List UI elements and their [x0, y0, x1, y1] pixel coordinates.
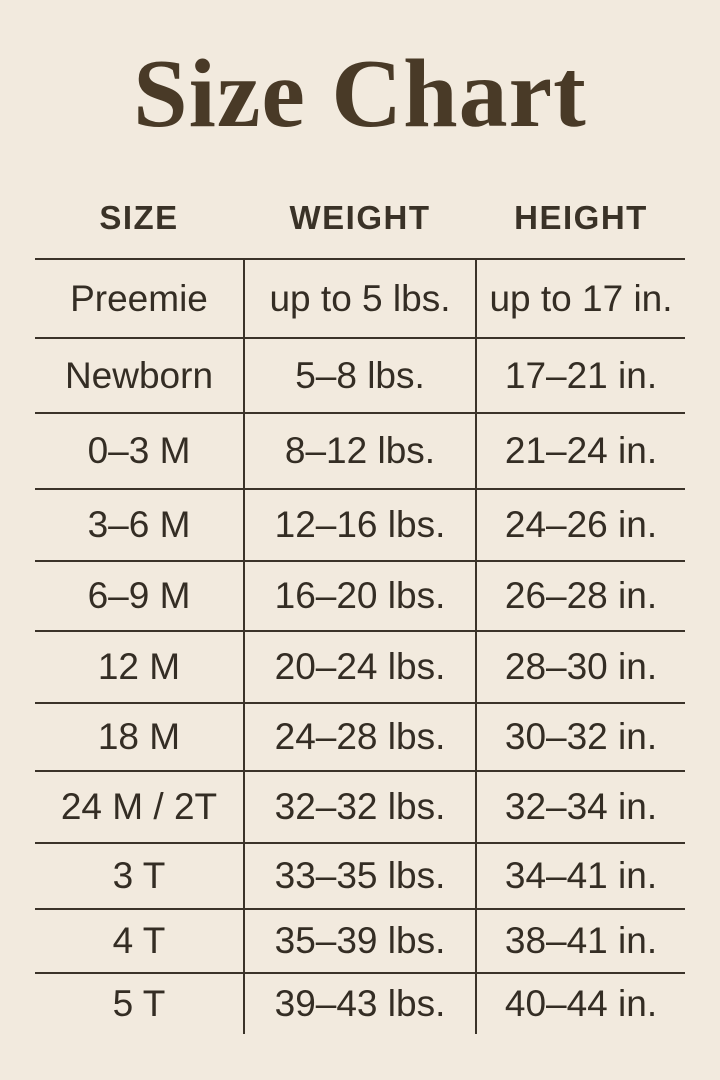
- table-row: 12 M 20–24 lbs. 28–30 in.: [35, 630, 685, 702]
- table-row: 5 T 39–43 lbs. 40–44 in.: [35, 972, 685, 1034]
- table-row: 6–9 M 16–20 lbs. 26–28 in.: [35, 560, 685, 630]
- column-header-height: HEIGHT: [514, 199, 648, 236]
- weight-cell: 24–28 lbs.: [243, 704, 477, 770]
- weight-cell: 16–20 lbs.: [243, 562, 477, 630]
- height-cell: 38–41 in.: [504, 920, 658, 961]
- size-cell: 18 M: [97, 716, 181, 757]
- size-cell: 12 M: [97, 646, 181, 687]
- weight-cell: up to 5 lbs.: [243, 260, 477, 337]
- table-row: 3–6 M 12–16 lbs. 24–26 in.: [35, 488, 685, 560]
- table-row: 0–3 M 8–12 lbs. 21–24 in.: [35, 412, 685, 488]
- weight-cell: 39–43 lbs.: [243, 974, 477, 1034]
- height-cell: 32–34 in.: [504, 786, 658, 827]
- weight-cell: 20–24 lbs.: [243, 632, 477, 702]
- table-row: Preemie up to 5 lbs. up to 17 in.: [35, 258, 685, 337]
- size-cell: Newborn: [64, 354, 214, 396]
- weight-cell: 12–16 lbs.: [243, 490, 477, 560]
- size-cell: 24 M / 2T: [60, 786, 218, 827]
- table-body: Preemie up to 5 lbs. up to 17 in. Newbor…: [35, 258, 685, 1034]
- weight-cell: 5–8 lbs.: [243, 339, 477, 412]
- height-cell: 17–21 in.: [504, 354, 658, 396]
- size-cell: 3–6 M: [87, 504, 191, 545]
- table-row: 3 T 33–35 lbs. 34–41 in.: [35, 842, 685, 908]
- height-cell: 34–41 in.: [504, 855, 658, 896]
- weight-cell: 8–12 lbs.: [243, 414, 477, 488]
- column-header-size: SIZE: [99, 199, 179, 236]
- table-row: 4 T 35–39 lbs. 38–41 in.: [35, 908, 685, 972]
- size-cell: 6–9 M: [87, 575, 191, 616]
- size-cell: 0–3 M: [87, 430, 191, 471]
- weight-cell: 33–35 lbs.: [243, 844, 477, 908]
- height-cell: 26–28 in.: [504, 575, 658, 616]
- weight-cell: 32–32 lbs.: [243, 772, 477, 842]
- table-row: 18 M 24–28 lbs. 30–32 in.: [35, 702, 685, 770]
- height-cell: 40–44 in.: [504, 983, 658, 1024]
- table-row: 24 M / 2T 32–32 lbs. 32–34 in.: [35, 770, 685, 842]
- height-cell: 21–24 in.: [504, 430, 658, 471]
- height-cell: 30–32 in.: [504, 716, 658, 757]
- weight-cell: 35–39 lbs.: [243, 910, 477, 972]
- size-cell: 5 T: [112, 983, 166, 1024]
- height-cell: 24–26 in.: [504, 504, 658, 545]
- size-cell: 3 T: [112, 855, 166, 896]
- table-header: SIZE WEIGHT HEIGHT: [35, 188, 685, 258]
- height-cell: up to 17 in.: [489, 277, 673, 319]
- table-row: Newborn 5–8 lbs. 17–21 in.: [35, 337, 685, 412]
- size-cell: 4 T: [112, 920, 166, 961]
- size-table: SIZE WEIGHT HEIGHT Preemie up to 5 lbs. …: [35, 188, 685, 1034]
- height-cell: 28–30 in.: [504, 646, 658, 687]
- page-title: Size Chart: [133, 40, 587, 148]
- column-header-weight: WEIGHT: [289, 199, 431, 236]
- size-cell: Preemie: [70, 277, 208, 319]
